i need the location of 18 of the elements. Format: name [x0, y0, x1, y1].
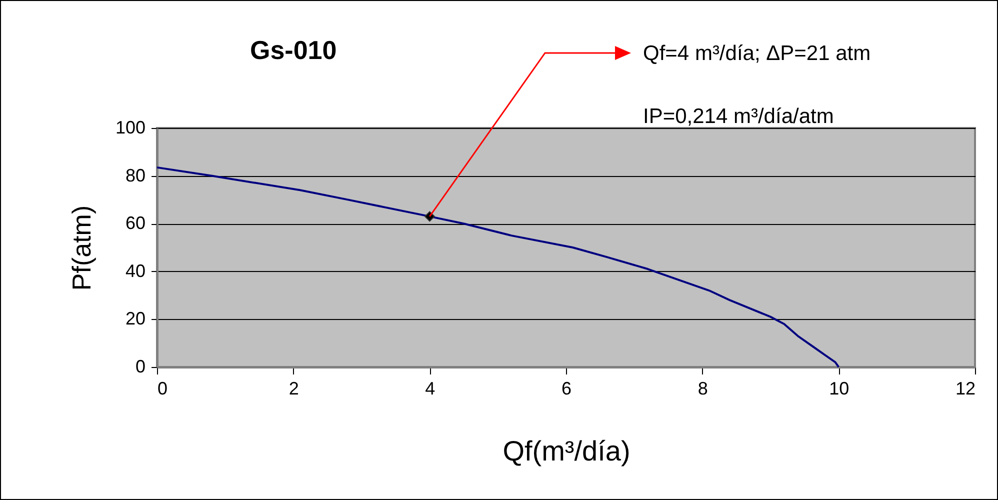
annotation: Qf=4 m³/día; ΔP=21 atm	[643, 42, 871, 65]
x-tick-label: 6	[561, 378, 572, 398]
y-axis-title: Pf(atm)	[66, 205, 96, 291]
x-tick-label: 4	[425, 378, 436, 398]
x-tick-label: 0	[158, 378, 168, 398]
x-tick-label: 8	[698, 378, 708, 398]
y-tick-label: 60	[125, 213, 146, 234]
y-tick-label: 20	[125, 308, 146, 329]
x-axis-title: Qf(m³/día)	[502, 436, 630, 466]
y-tick-label: 100	[115, 118, 146, 138]
x-tick-label: 10	[829, 378, 850, 398]
text: IP=0,214 m³/día/atm	[643, 105, 834, 128]
y-tick-label: 80	[125, 165, 146, 186]
chart-title: Gs-010	[250, 35, 337, 65]
y-tick-label: 40	[125, 260, 146, 281]
x-tick-label: 2	[288, 378, 299, 398]
y-tick-label: 0	[135, 356, 146, 376]
x-tick-label: 12	[955, 378, 976, 398]
